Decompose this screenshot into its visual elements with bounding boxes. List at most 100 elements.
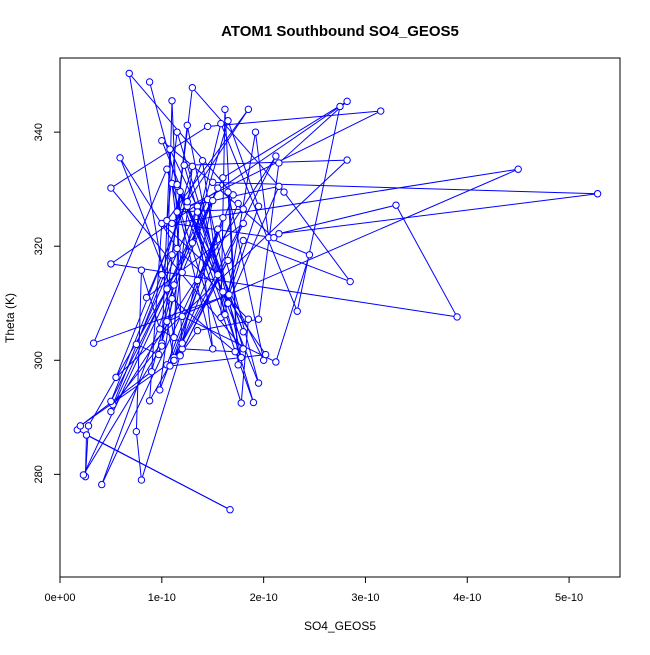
data-point [270, 233, 278, 242]
data-point [305, 251, 314, 259]
series-segment [88, 288, 168, 427]
data-point [203, 122, 212, 131]
data-point [272, 152, 280, 160]
data-point [193, 326, 202, 335]
series-segment [166, 321, 175, 361]
series-segment [227, 191, 265, 361]
data-point [239, 219, 247, 228]
series-segment [173, 155, 277, 358]
series-segment [80, 371, 152, 427]
data-point [293, 307, 301, 315]
data-point [158, 342, 166, 350]
x-tick-label: 0e+00 [45, 592, 76, 604]
data-point [254, 315, 263, 323]
y-tick-label: 340 [33, 123, 45, 141]
data-point [275, 182, 283, 191]
data-point [209, 178, 217, 187]
series-segment [220, 109, 226, 318]
data-point [392, 201, 400, 209]
data-point [193, 276, 202, 285]
x-tick-label: 4e-10 [453, 592, 481, 604]
data-point [178, 268, 186, 277]
series-segment [181, 200, 214, 273]
data-point [168, 251, 176, 259]
series-segment [176, 131, 244, 350]
series-segment [278, 100, 348, 164]
series-segment [140, 270, 161, 330]
data-point [173, 244, 181, 253]
series-segment [184, 159, 348, 166]
series-segment [93, 169, 168, 344]
data-point [593, 190, 602, 198]
series-segment [182, 348, 236, 353]
data-point [346, 277, 354, 286]
data-point [239, 205, 247, 213]
series-segment [278, 193, 598, 235]
data-point [261, 350, 270, 359]
series-segment [110, 106, 341, 265]
series-segment [169, 354, 266, 367]
data-point [377, 107, 385, 115]
series-segment [217, 228, 260, 384]
data-point [453, 313, 461, 321]
series-segment [176, 248, 249, 320]
series-segment [240, 319, 249, 404]
series-segment [224, 109, 239, 365]
data-point [183, 198, 191, 206]
data-point [163, 165, 171, 173]
series-segment [171, 183, 183, 273]
data-point [214, 184, 222, 192]
series-segment [110, 274, 163, 402]
data-point [336, 102, 344, 111]
series-segment [220, 123, 298, 312]
x-axis-label: SO4_GEOS5 [304, 619, 376, 633]
data-point [173, 180, 181, 189]
data-point [214, 271, 222, 279]
data-point [132, 427, 141, 436]
data-point [137, 266, 146, 274]
plot-frame [59, 57, 621, 578]
series-segment [110, 126, 208, 189]
data-point [239, 345, 247, 353]
series-segment [179, 223, 244, 356]
data-point [132, 340, 141, 349]
data-point [145, 397, 154, 405]
data-point [280, 188, 288, 196]
data-point [239, 236, 247, 245]
data-point [170, 356, 178, 364]
data-point [188, 83, 197, 92]
series-segment [128, 73, 234, 196]
data-point [188, 162, 197, 171]
data-point [244, 105, 253, 114]
x-tick-label: 3e-10 [351, 592, 379, 604]
series-segment [119, 157, 178, 249]
series-segment [296, 106, 341, 312]
data-point [239, 328, 247, 336]
data-point [82, 431, 91, 439]
data-point [221, 105, 229, 114]
data-point [112, 373, 120, 382]
series-segment [135, 431, 142, 481]
series-segment [283, 191, 351, 282]
data-point [163, 317, 171, 326]
series-segment [158, 206, 198, 355]
series-segment [161, 166, 193, 275]
data-point [237, 353, 245, 362]
series-segment [181, 315, 277, 363]
y-tick-label: 280 [33, 465, 45, 483]
data-point [193, 208, 202, 216]
series-segment [173, 217, 224, 358]
data-series [73, 69, 602, 514]
data-point [170, 333, 178, 342]
data-point [214, 225, 222, 233]
data-point [145, 78, 154, 86]
series-segment [171, 168, 519, 224]
series-segment [228, 206, 260, 295]
data-point [166, 362, 174, 370]
data-point [514, 165, 522, 173]
data-point [209, 196, 217, 205]
data-point [226, 506, 234, 514]
data-point [224, 117, 232, 125]
